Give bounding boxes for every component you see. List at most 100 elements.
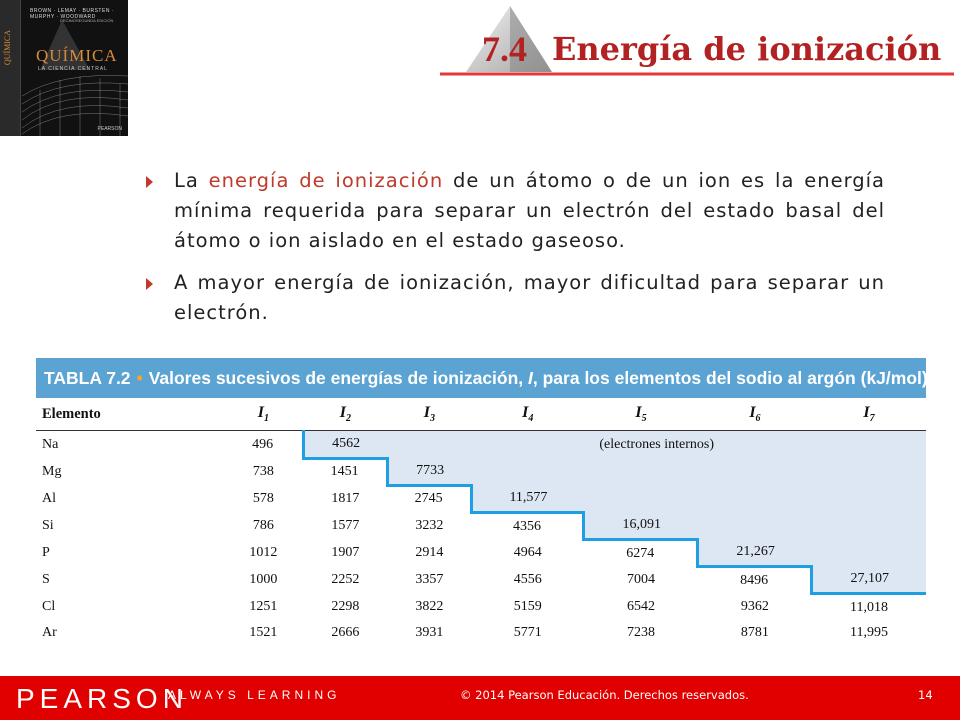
element-symbol: Na	[42, 436, 59, 452]
column-symbol: I	[863, 403, 870, 421]
footer-copyright: © 2014 Pearson Educación. Derechos reser…	[460, 688, 749, 702]
table-body: Na 496 4562 (electrones internos) Mg 738 1451 7…	[36, 430, 926, 647]
bullet-highlight: energía de ionización	[208, 169, 444, 192]
cover-subtitle: LA CIENCIA CENTRAL	[38, 66, 108, 72]
table-cell: 8496	[740, 572, 769, 588]
table-cell: 7733	[385, 458, 472, 487]
column-subscript: 6	[755, 413, 761, 425]
column-symbol: I	[522, 403, 529, 421]
table-row: Cl 1251 2298 3822 5159 6542 9362 11,018	[36, 594, 926, 621]
table-cell: 11,995	[849, 625, 888, 641]
table-row: Mg 738 1451 7733	[36, 458, 926, 487]
page-number: 14	[918, 688, 933, 702]
element-symbol: Si	[42, 517, 54, 533]
table-cell: 786	[252, 517, 274, 533]
table-cell: 1817	[331, 490, 360, 506]
table-row: P 1012 1907 2914 4964 6274 21,267	[36, 539, 926, 568]
table-cell: 5771	[513, 625, 542, 641]
bullet-item: A mayor energía de ionización, mayor dif…	[140, 268, 885, 328]
table-cell: 2914	[415, 544, 444, 560]
table-caption-symbol: I	[528, 368, 533, 388]
element-symbol: Mg	[42, 463, 62, 479]
element-symbol: S	[42, 572, 50, 588]
table-cell: 1907	[331, 544, 360, 560]
table-cell	[697, 458, 812, 486]
bullet-text-pre: A mayor energía de ionización, mayor dif…	[174, 271, 885, 324]
table-cell: 3931	[415, 625, 444, 641]
table-cell: 1012	[249, 544, 278, 560]
element-symbol: Ar	[42, 625, 57, 641]
column-subscript: 7	[869, 413, 875, 425]
table-cell: 6274	[626, 545, 655, 561]
column-symbol: I	[257, 403, 265, 421]
table-cell	[811, 512, 926, 540]
table-cell: 21,267	[696, 539, 812, 568]
cover-edition: DECIMOSEGUNDA EDICIÓN	[60, 18, 114, 23]
table-cell: 11,577	[469, 485, 584, 514]
table-cell: 1251	[249, 599, 278, 615]
column-subscript: 3	[430, 413, 436, 425]
cover-publisher: PEARSON	[97, 126, 122, 132]
table-cell: 27,107	[810, 566, 926, 596]
table-cell: 1521	[249, 625, 278, 641]
table-cell: 738	[252, 463, 274, 479]
table-cell: 4562	[301, 430, 388, 460]
table-label: TABLA 7.2	[44, 368, 131, 388]
element-symbol: Cl	[42, 599, 56, 615]
page-title: Energía de ionización	[552, 30, 942, 68]
column-symbol: I	[423, 403, 431, 421]
table-cell: 3822	[415, 599, 444, 615]
table-cell	[583, 458, 698, 486]
table-row: Ar 1521 2666 3931 5771 7238 8781 11,995	[36, 621, 926, 647]
table-row: Al 578 1817 2745 11,577	[36, 485, 926, 514]
cover-authors: BROWN · LEMAY · BURSTEN · MURPHY · WOODW…	[30, 8, 114, 20]
column-subscript: 5	[641, 413, 647, 425]
cover-mesh-graphic	[21, 20, 128, 136]
footer-tagline: ALWAYS LEARNING	[168, 688, 341, 702]
element-symbol: P	[42, 544, 50, 560]
element-symbol: Al	[42, 490, 56, 506]
column-symbol: I	[749, 403, 756, 421]
triangle-bullet-icon	[146, 176, 153, 188]
table-cell	[811, 485, 926, 513]
table-cell: 4964	[513, 544, 542, 560]
bullet-text-pre: La	[174, 169, 209, 192]
column-subscript: 2	[345, 413, 351, 425]
table-cell	[697, 485, 812, 513]
table-cell: 11,018	[849, 599, 888, 615]
table-cell: 1000	[249, 572, 278, 588]
table-cell: 2252	[331, 572, 360, 588]
section-number: 7.4	[482, 29, 527, 69]
column-header-i7: I7	[811, 398, 926, 431]
table-cell: 1451	[330, 464, 359, 480]
book-cover-image: QUÍMICA BROWN · LEMAY · BURSTEN · MURPHY…	[0, 0, 128, 136]
table-cell: 2298	[331, 599, 360, 615]
footer-bar: PEARSON ALWAYS LEARNING © 2014 Pearson E…	[0, 676, 960, 720]
column-header-element: Elemento	[36, 398, 224, 431]
table-cell	[471, 458, 584, 486]
table-cell	[583, 485, 698, 513]
table-cell	[811, 539, 926, 567]
column-subscript: 4	[528, 413, 534, 425]
cover-spine	[0, 0, 21, 136]
table-cell: 3357	[415, 572, 444, 588]
table-cell: 7004	[626, 572, 655, 588]
column-header-i6: I6	[697, 398, 812, 431]
table-cell: 2745	[414, 491, 443, 507]
bullet-list: La energía de ionización de un átomo o d…	[140, 166, 885, 340]
table-cell: 5159	[513, 599, 542, 615]
table-row: S 1000 2252 3357 4556 7004 8496 27,107	[36, 566, 926, 596]
column-header-i1: I1	[223, 398, 304, 431]
table-caption: Valores sucesivos de energías de ionizac…	[148, 368, 529, 388]
table-cell: 496	[252, 436, 274, 452]
table-cell: 7238	[626, 625, 655, 641]
table-cell: 9362	[740, 599, 769, 615]
ionization-energy-table: TABLA 7.2 • Valores sucesivos de energías …	[36, 358, 928, 646]
table-cell: 16,091	[582, 512, 698, 541]
table-cell	[811, 458, 926, 486]
data-table: Elemento I1 I2 I3 I4 I5 I6 I7 Na 496 4562 (electr…	[36, 398, 926, 646]
bullet-text-post: de un átomo o de un ion es la energía mí…	[174, 169, 885, 252]
column-symbol: I	[635, 403, 642, 421]
table-cell	[697, 512, 812, 540]
table-cell: 6542	[626, 599, 655, 615]
